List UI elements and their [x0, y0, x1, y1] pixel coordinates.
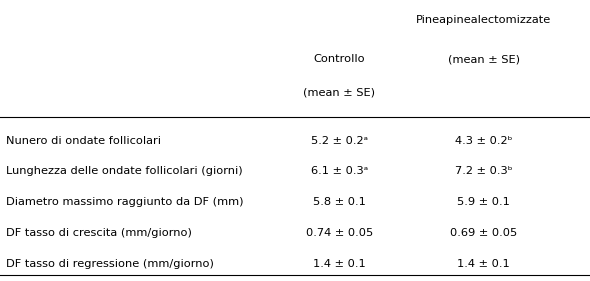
Text: 7.2 ± 0.3ᵇ: 7.2 ± 0.3ᵇ [455, 166, 513, 176]
Text: 0.69 ± 0.05: 0.69 ± 0.05 [450, 228, 517, 238]
Text: 1.4 ± 0.1: 1.4 ± 0.1 [313, 259, 366, 269]
Text: 5.9 ± 0.1: 5.9 ± 0.1 [457, 197, 510, 207]
Text: 4.3 ± 0.2ᵇ: 4.3 ± 0.2ᵇ [455, 135, 513, 146]
Text: (mean ± SE): (mean ± SE) [303, 88, 375, 98]
Text: Pineapinealectomizzate: Pineapinealectomizzate [416, 15, 552, 25]
Text: 5.8 ± 0.1: 5.8 ± 0.1 [313, 197, 366, 207]
Text: 5.2 ± 0.2ᵃ: 5.2 ± 0.2ᵃ [311, 135, 368, 146]
Text: 6.1 ± 0.3ᵃ: 6.1 ± 0.3ᵃ [311, 166, 368, 176]
Text: DF tasso di regressione (mm/giorno): DF tasso di regressione (mm/giorno) [6, 259, 214, 269]
Text: Nunero di ondate follicolari: Nunero di ondate follicolari [6, 135, 161, 146]
Text: 1.4 ± 0.1: 1.4 ± 0.1 [457, 259, 510, 269]
Text: Diametro massimo raggiunto da DF (mm): Diametro massimo raggiunto da DF (mm) [6, 197, 244, 207]
Text: (mean ± SE): (mean ± SE) [448, 54, 520, 64]
Text: DF tasso di crescita (mm/giorno): DF tasso di crescita (mm/giorno) [6, 228, 192, 238]
Text: Controllo: Controllo [313, 54, 365, 64]
Text: 0.74 ± 0.05: 0.74 ± 0.05 [306, 228, 373, 238]
Text: Lunghezza delle ondate follicolari (giorni): Lunghezza delle ondate follicolari (gior… [6, 166, 242, 176]
